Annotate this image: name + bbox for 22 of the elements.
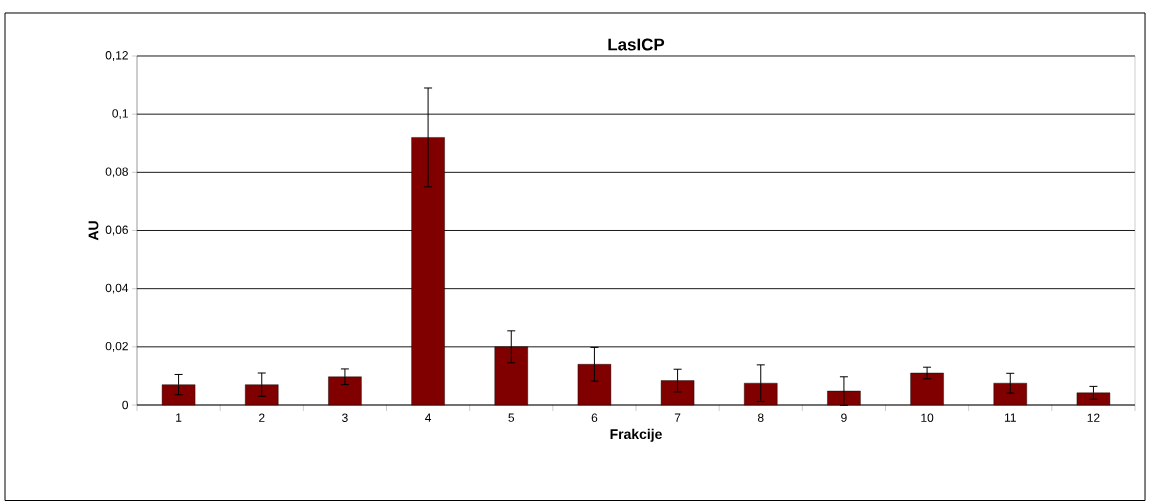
y-tick-label: 0,04 xyxy=(105,283,129,294)
y-axis-title: AU xyxy=(88,221,99,241)
y-tick-label: 0,12 xyxy=(105,51,128,61)
x-tick-label: 7 xyxy=(674,413,681,422)
x-tick-label: 4 xyxy=(425,413,432,422)
x-tick-label: 3 xyxy=(342,413,348,422)
x-tick-label: 5 xyxy=(508,413,515,422)
x-tick-label: 12 xyxy=(1087,413,1100,422)
x-tick-label: 9 xyxy=(841,413,847,422)
x-tick-label: 11 xyxy=(1004,413,1016,422)
x-axis-title: Frakcije xyxy=(610,428,662,442)
x-tick-label: 6 xyxy=(591,413,598,422)
y-tick-label: 0,06 xyxy=(105,225,128,236)
x-tick-label: 8 xyxy=(757,413,764,422)
x-tick-label: 10 xyxy=(921,413,934,422)
y-tick-label: 0,08 xyxy=(105,167,128,178)
x-tick-label: 2 xyxy=(259,413,265,422)
chart-title: LasICP xyxy=(608,38,665,51)
y-tick-label: 0 xyxy=(122,400,129,410)
y-tick-label: 0,02 xyxy=(105,341,128,352)
x-tick-label: 1 xyxy=(176,413,182,422)
y-tick-label: 0,1 xyxy=(112,109,128,120)
